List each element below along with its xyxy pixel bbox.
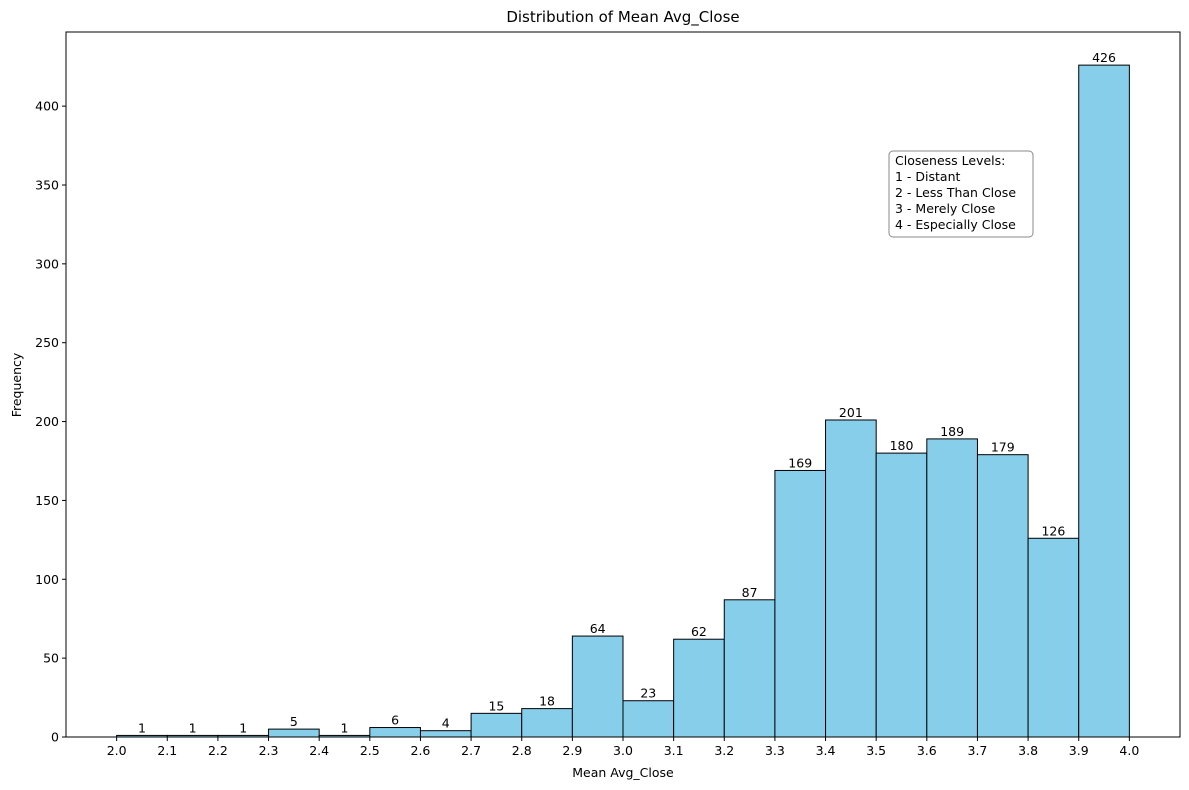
histogram-bar — [419, 730, 472, 738]
chart-title: Distribution of Mean Avg_Close — [506, 8, 739, 27]
histogram-bar — [1027, 537, 1080, 738]
histogram-bar — [622, 700, 675, 738]
bar-value-label: 87 — [742, 585, 758, 600]
x-tick-label: 3.6 — [917, 743, 937, 758]
bar-value-label: 180 — [890, 438, 914, 453]
histogram-bar — [825, 419, 877, 738]
bar-value-label: 6 — [391, 713, 399, 728]
x-tick-label: 2.1 — [157, 743, 177, 758]
y-tick-label: 300 — [35, 256, 59, 271]
x-tick-label: 2.4 — [309, 743, 329, 758]
x-tick-label: 2.7 — [461, 743, 481, 758]
x-tick-label: 3.1 — [664, 743, 684, 758]
note-box — [888, 150, 1034, 238]
histogram-bar — [926, 438, 978, 738]
bar-value-label: 1 — [138, 720, 146, 735]
note-line: 4 - Especially Close — [895, 217, 1016, 232]
x-tick-label: 4.0 — [1119, 743, 1139, 758]
histogram-bar — [673, 638, 725, 738]
bar-value-label: 1 — [239, 720, 247, 735]
bar-value-label: 4 — [442, 716, 450, 731]
histogram-bar — [470, 712, 523, 738]
y-tick-label: 250 — [35, 335, 59, 350]
bar-value-label: 62 — [691, 624, 707, 639]
x-tick-label: 3.7 — [968, 743, 988, 758]
histogram-bar — [521, 708, 573, 738]
bar-value-label: 426 — [1092, 50, 1116, 65]
bar-value-label: 126 — [1041, 523, 1065, 538]
bars-layer — [116, 64, 1130, 738]
y-axis-title: Frequency — [9, 352, 24, 417]
histogram-bar — [875, 452, 928, 738]
histogram-bar — [268, 728, 320, 738]
histogram-bar — [1078, 64, 1130, 738]
histogram-bar — [976, 454, 1029, 738]
x-tick-label: 3.2 — [714, 743, 734, 758]
x-tick-label: 2.3 — [259, 743, 279, 758]
x-tick-label: 2.2 — [208, 743, 228, 758]
note-line: 1 - Distant — [895, 169, 961, 184]
closeness-levels-note: Closeness Levels: 1 - Distant 2 - Less T… — [888, 150, 1034, 238]
histogram-bar — [571, 635, 624, 738]
x-tick-label: 3.5 — [866, 743, 886, 758]
x-tick-label: 3.0 — [613, 743, 633, 758]
x-tick-label: 2.0 — [107, 743, 127, 758]
y-axis-ticks: 0 50 100 150 200 250 300 350 400 — [35, 99, 66, 745]
histogram-bar — [369, 727, 421, 738]
y-tick-label: 100 — [35, 572, 59, 587]
bar-value-label: 64 — [590, 621, 606, 636]
bar-value-label: 1 — [189, 720, 197, 735]
histogram-bar — [723, 599, 776, 738]
bar-value-label: 189 — [940, 424, 964, 439]
x-tick-label: 3.8 — [1018, 743, 1038, 758]
x-tick-label: 2.5 — [360, 743, 380, 758]
x-tick-label: 2.8 — [512, 743, 532, 758]
bar-value-label: 179 — [991, 440, 1015, 455]
note-line: Closeness Levels: — [895, 153, 1005, 168]
y-tick-label: 150 — [35, 493, 59, 508]
x-tick-label: 3.4 — [816, 743, 836, 758]
bar-value-label: 1 — [341, 720, 349, 735]
note-line: 3 - Merely Close — [895, 201, 996, 216]
y-tick-label: 200 — [35, 414, 59, 429]
y-tick-label: 50 — [43, 651, 59, 666]
bar-value-label: 18 — [539, 694, 555, 709]
bar-value-label: 15 — [488, 698, 504, 713]
bar-value-label: 169 — [788, 455, 812, 470]
y-tick-label: 0 — [51, 730, 59, 745]
x-axis-ticks: 2.0 2.1 2.2 2.3 2.4 2.5 2.6 2.7 2.8 2.9 3.0 3.1 3.2 3… — [107, 737, 1139, 758]
bar-value-label: 201 — [839, 405, 863, 420]
x-tick-label: 3.3 — [765, 743, 785, 758]
y-tick-label: 350 — [35, 177, 59, 192]
bar-value-label: 23 — [640, 686, 656, 701]
x-axis-title: Mean Avg_Close — [572, 765, 674, 780]
histogram-bar — [774, 469, 827, 738]
x-tick-label: 3.9 — [1069, 743, 1089, 758]
x-tick-label: 2.9 — [562, 743, 582, 758]
bar-value-label: 5 — [290, 714, 298, 729]
note-line: 2 - Less Than Close — [895, 185, 1016, 200]
y-tick-label: 400 — [35, 99, 59, 114]
x-tick-label: 2.6 — [411, 743, 431, 758]
